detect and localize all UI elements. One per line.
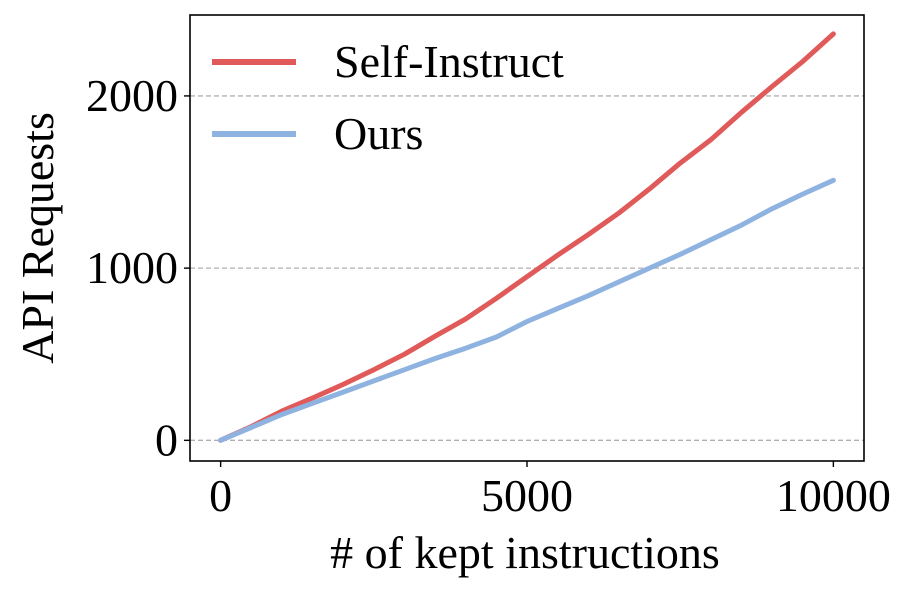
series-line-ours [218,177,836,443]
y-tick-label: 1000 [86,242,178,293]
y-tick-label: 2000 [86,70,178,121]
x-tick-label: 5000 [481,470,573,521]
y-tick-label: 0 [155,414,178,465]
x-tick-label: 10000 [776,470,891,521]
x-tick-label: 0 [209,470,232,521]
legend-label-ours: Ours [334,108,423,159]
legend-label-self-instruct: Self-Instruct [334,36,564,87]
series-lines [218,31,836,443]
x-axis-label: # of kept instructions [330,527,720,578]
legend: Self-Instruct Ours [212,36,564,159]
series-line-self-instruct [218,31,836,443]
y-axis-label: API Requests [12,112,63,364]
grid-lines [190,95,864,441]
axis-ticks: 0 1000 2000 0 5000 10000 [86,70,891,521]
